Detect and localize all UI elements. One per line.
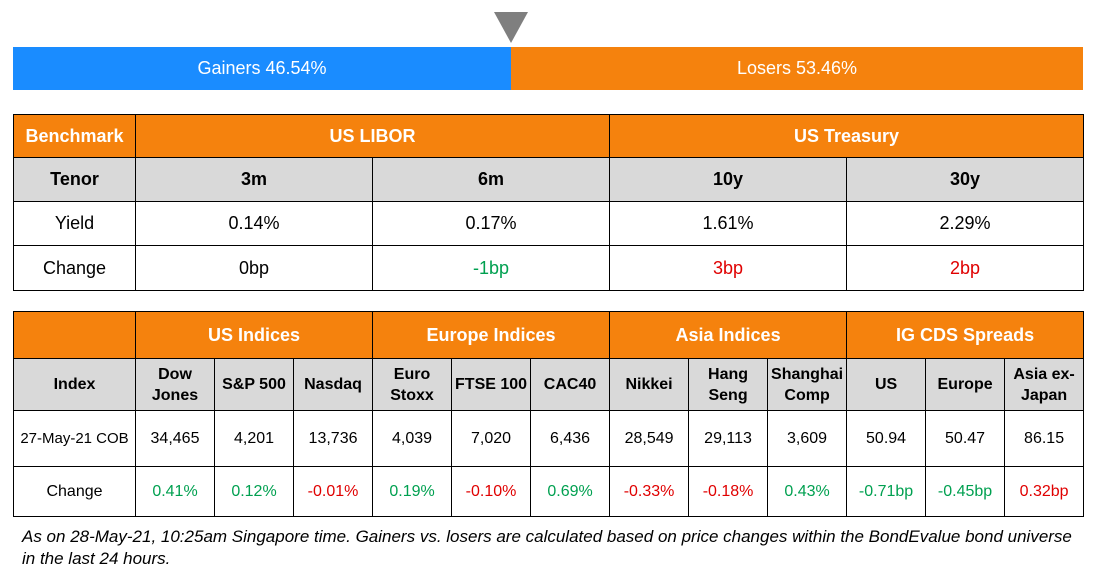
ig-cds-spreads-header: IG CDS Spreads [846,311,1085,359]
index-change-cell: 0.41% [135,466,215,517]
benchmark-header: Benchmark [13,114,136,158]
index-value-cell: 3,609 [767,410,848,467]
index-name-cell: Shanghai Comp [767,358,848,411]
us-treasury-header: US Treasury [609,114,1085,158]
index-name-line: Seng [708,386,748,404]
gainers-losers-bar: Gainers 46.54% Losers 53.46% [13,47,1083,90]
index-name-line: Europe [937,376,993,393]
index-change-cell: -0.33% [609,466,690,517]
index-name-line: Stoxx [390,386,434,404]
indices-table: US Indices Europe Indices Asia Indices I… [13,311,1085,517]
index-change-cell: -0.45bp [925,466,1006,517]
change-cell: 2bp [846,245,1085,291]
date-label: 27-May-21 COB [13,410,136,467]
tenor-cell: 6m [371,157,611,202]
index-value-cell: 50.47 [925,410,1006,467]
rates-table: Benchmark US LIBOR US Treasury Tenor 3m … [13,114,1085,291]
losers-segment: Losers 53.46% [511,47,1083,90]
index-value-cell: 34,465 [135,410,215,467]
index-value-cell: 29,113 [688,410,769,467]
index-value-cell: 6,436 [530,410,611,467]
index-name-cell: FTSE 100 [451,358,532,411]
index-change-row: Change 0.41% 0.12% -0.01% 0.19% -0.10% 0.69% -… [13,466,1085,517]
index-name-cell: CAC40 [530,358,611,411]
us-libor-header: US LIBOR [134,114,611,158]
losers-label: Losers 53.46% [736,58,858,78]
index-name-cell: Euro Stoxx [372,358,453,411]
index-change-cell: 0.12% [214,466,294,517]
yield-cell: 2.29% [846,201,1085,246]
index-value-cell: 86.15 [1004,410,1085,467]
index-name-cell: Hang Seng [688,358,769,411]
us-indices-header: US Indices [134,311,374,359]
index-name-cell: Nikkei [609,358,690,411]
change-label: Change [13,466,136,517]
index-label: Index [13,358,136,411]
yield-row: Yield 0.14% 0.17% 1.61% 2.29% [13,201,1085,246]
yield-cell: 0.17% [371,201,611,246]
blank-header [13,311,136,359]
index-name-line: Shanghai [771,365,844,383]
index-value-cell: 28,549 [609,410,690,467]
index-name-cell: Asia ex- Japan [1004,358,1085,411]
gainers-label: Gainers 46.54% [197,58,327,78]
index-name-cell: Nasdaq [292,358,374,411]
index-name-line: S&P 500 [222,376,286,393]
index-name-line: Japan [1020,386,1068,404]
europe-indices-header: Europe Indices [372,311,611,359]
index-name-line: US [874,376,898,393]
index-change-cell: 0.43% [767,466,848,517]
change-cell: -1bp [371,245,611,291]
yield-label: Yield [13,201,136,246]
index-name-line: Nasdaq [304,376,362,393]
indices-header-row: US Indices Europe Indices Asia Indices I… [13,311,1085,359]
tenor-cell: 30y [846,157,1085,202]
index-name-line: Comp [784,386,830,404]
index-value-cell: 50.94 [846,410,927,467]
index-name-line: Hang [708,365,749,383]
index-name-cell: Europe [925,358,1006,411]
index-name-line: Euro [393,365,431,383]
index-name-line: FTSE 100 [455,376,528,393]
index-value-cell: 13,736 [292,410,374,467]
footnote: As on 28-May-21, 10:25am Singapore time.… [22,527,1072,568]
index-value-cell: 4,201 [214,410,294,467]
yield-cell: 1.61% [609,201,848,246]
change-cell: 0bp [135,245,373,291]
index-name-line: Dow [158,365,192,383]
change-cell: 3bp [609,245,848,291]
index-change-cell: 0.69% [530,466,611,517]
index-name-line: Nikkei [625,376,673,393]
index-change-cell: 0.32bp [1004,466,1085,517]
index-name-line: Jones [151,386,199,404]
tenor-row: Tenor 3m 6m 10y 30y [13,157,1085,202]
index-value-cell: 7,020 [451,410,532,467]
asia-indices-header: Asia Indices [609,311,848,359]
rates-header-row: Benchmark US LIBOR US Treasury [13,114,1085,158]
tenor-cell: 3m [135,157,373,202]
index-change-cell: 0.19% [372,466,453,517]
index-change-cell: -0.10% [451,466,532,517]
index-values-row: 27-May-21 COB 34,465 4,201 13,736 4,039 7,02… [13,410,1085,467]
down-triangle-icon [494,12,528,43]
index-name-line: CAC40 [543,376,597,393]
index-change-cell: -0.01% [292,466,374,517]
index-change-cell: -0.18% [688,466,769,517]
index-name-line: Asia ex- [1013,365,1075,383]
rates-change-row: Change 0bp -1bp 3bp 2bp [13,245,1085,291]
index-name-cell: US [846,358,927,411]
index-value-cell: 4,039 [372,410,453,467]
gainers-segment: Gainers 46.54% [13,47,511,90]
yield-cell: 0.14% [135,201,373,246]
index-name-cell: Dow Jones [135,358,215,411]
index-names-row: Index Dow Jones S&P 500 Nasdaq Euro Stoxx FTSE… [13,358,1085,411]
change-label: Change [13,245,136,291]
index-change-cell: -0.71bp [846,466,927,517]
index-name-cell: S&P 500 [214,358,294,411]
tenor-label: Tenor [13,157,136,202]
tenor-cell: 10y [609,157,848,202]
